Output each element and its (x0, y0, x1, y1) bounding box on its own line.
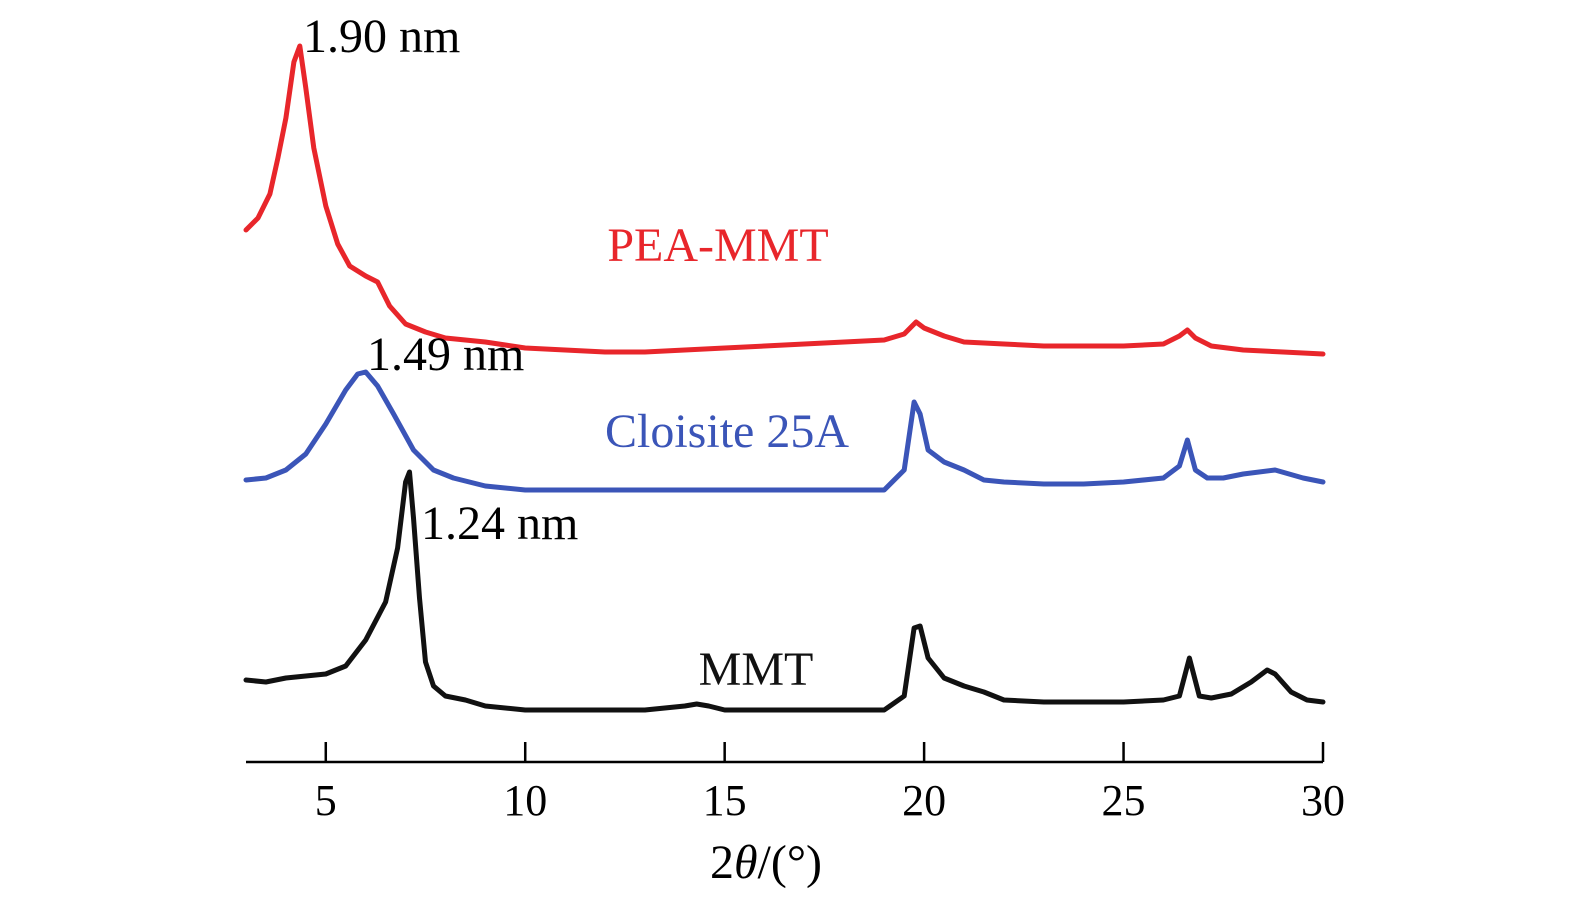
x-tick-label-15: 15 (703, 776, 747, 825)
x-tick-label-20: 20 (902, 776, 946, 825)
series-label-cloisite-25a: Cloisite 25A (605, 405, 849, 458)
x-tick-label-10: 10 (503, 776, 547, 825)
series-label-pea-mmt: PEA-MMT (607, 219, 828, 272)
x-tick-label-30: 30 (1301, 776, 1345, 825)
x-axis-label-theta: θ (734, 836, 758, 889)
series-label-mmt: MMT (699, 643, 814, 696)
series-line-pea-mmt (243, 43, 1326, 357)
series-group (243, 43, 1326, 713)
peak-annotation-mmt: 1.24 nm (421, 497, 578, 550)
x-axis-ticks: 5 10 15 20 25 30 (315, 742, 1345, 825)
x-axis-label: 2θ/(°) (710, 836, 822, 889)
x-axis-label-prefix: 2 (710, 836, 734, 889)
x-tick-label-25: 25 (1102, 776, 1146, 825)
peak-annotation-cloisite-25a: 1.49 nm (367, 328, 524, 381)
peak-annotation-pea-mmt: 1.90 nm (303, 10, 460, 63)
x-axis-label-suffix: /(°) (758, 836, 823, 889)
x-tick-label-5: 5 (315, 776, 337, 825)
series-line-cloisite-25a (243, 369, 1326, 493)
series-line-mmt (243, 469, 1326, 713)
